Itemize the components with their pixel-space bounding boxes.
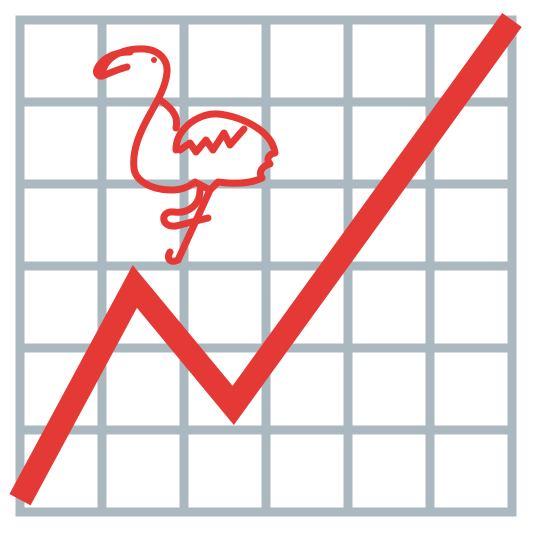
flamingo-neck <box>130 110 154 172</box>
flamingo-beak <box>93 48 134 80</box>
flamingo-neck-back <box>156 96 181 132</box>
flamingo-eye <box>151 57 157 63</box>
trend-line <box>9 12 522 506</box>
flamingo-tucked-leg <box>160 186 212 230</box>
flamingo-wing <box>176 125 248 156</box>
chart-grid <box>15 15 517 517</box>
flamingo-body <box>130 110 279 194</box>
flamingo-foot <box>164 248 182 265</box>
flamingo-icon <box>93 45 279 265</box>
